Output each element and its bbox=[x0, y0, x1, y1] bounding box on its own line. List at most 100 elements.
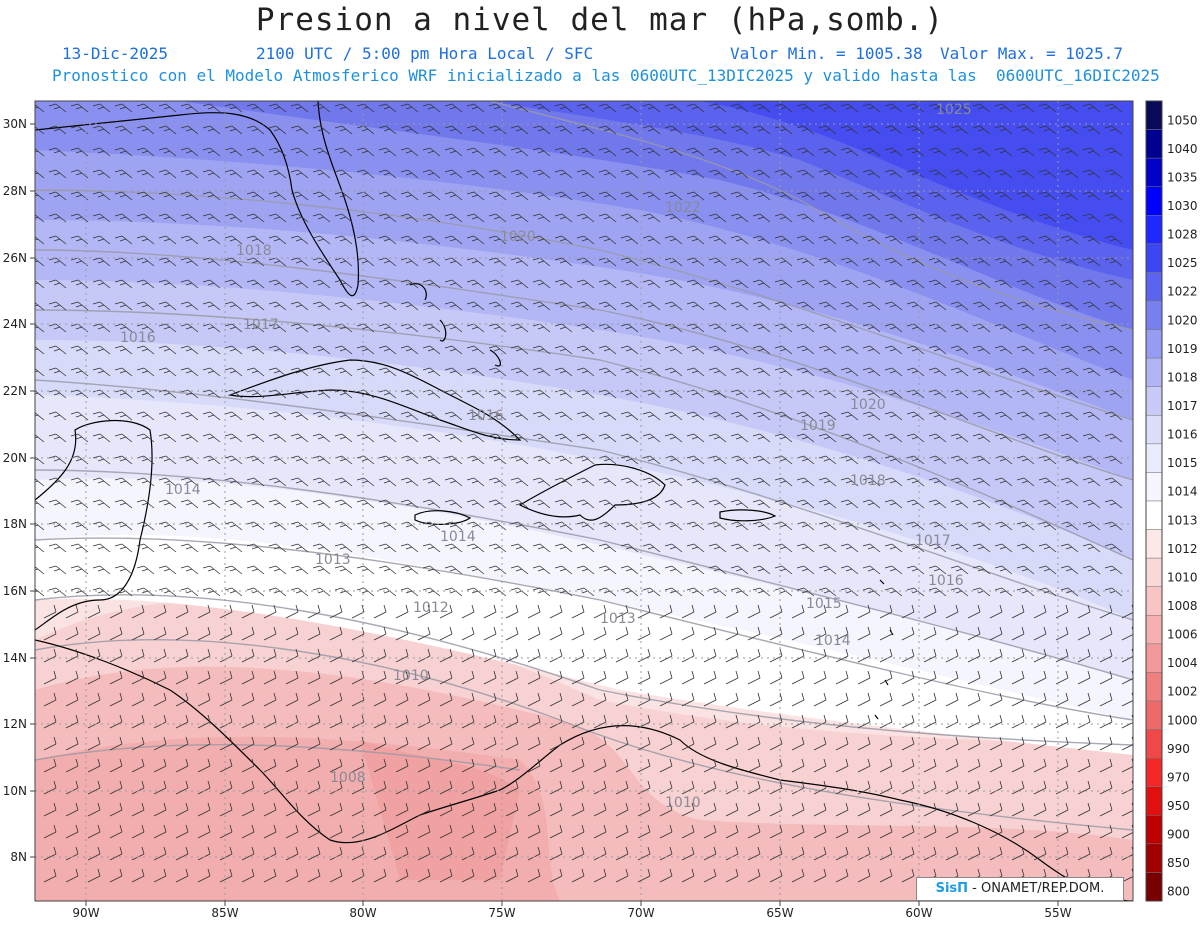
wind-barb bbox=[1033, 670, 1047, 685]
wind-barb bbox=[351, 714, 365, 729]
wind-barb bbox=[1077, 802, 1091, 817]
wind-barb bbox=[989, 758, 1003, 773]
wind-barb bbox=[1038, 279, 1057, 289]
lon-label: 60W bbox=[905, 906, 932, 920]
wind-barb bbox=[488, 323, 507, 333]
wind-barb bbox=[1038, 565, 1057, 575]
wind-barb bbox=[620, 565, 639, 575]
wind-barb bbox=[510, 169, 529, 179]
wind-barb bbox=[136, 257, 155, 267]
wind-barb bbox=[219, 692, 233, 707]
wind-barb bbox=[532, 499, 551, 509]
wind-barb bbox=[400, 411, 419, 421]
wind-barb bbox=[945, 802, 959, 817]
wind-barb bbox=[620, 125, 639, 135]
wind-barb bbox=[664, 587, 683, 597]
wind-barb bbox=[527, 758, 541, 773]
wind-barb bbox=[708, 301, 727, 311]
wind-barb bbox=[263, 824, 277, 839]
lat-labels: 30N 28N 26N 24N 22N 20N 18N 16N 14N 12N … bbox=[3, 117, 27, 864]
wind-barb bbox=[862, 477, 881, 487]
wind-barb bbox=[686, 455, 705, 465]
wind-barb bbox=[862, 125, 881, 135]
wind-barb bbox=[928, 235, 947, 245]
wind-barb bbox=[1121, 736, 1133, 751]
wind-barb bbox=[989, 626, 1003, 641]
wind-barb bbox=[92, 103, 111, 113]
wind-barb bbox=[752, 565, 771, 575]
wind-barb bbox=[268, 125, 287, 135]
wind-barb bbox=[972, 125, 991, 135]
wind-barb bbox=[972, 389, 991, 399]
wind-barb bbox=[439, 846, 453, 861]
wind-barb bbox=[1099, 692, 1113, 707]
wind-barb bbox=[598, 565, 617, 575]
colorbar-swatch bbox=[1145, 586, 1163, 616]
wind-barb bbox=[1082, 279, 1101, 289]
wind-barb bbox=[241, 736, 255, 751]
wind-barb bbox=[796, 587, 815, 597]
wind-barb bbox=[417, 604, 431, 619]
wind-barb bbox=[725, 648, 739, 663]
wind-barb bbox=[1016, 235, 1035, 245]
wind-barb bbox=[197, 736, 211, 751]
wind-barb bbox=[884, 235, 903, 245]
wind-barb bbox=[923, 626, 937, 641]
wind-barb bbox=[818, 323, 837, 333]
wind-barb bbox=[862, 103, 881, 113]
wind-barb bbox=[334, 543, 353, 553]
wind-barb bbox=[461, 604, 475, 619]
wind-barb bbox=[65, 670, 79, 685]
wind-barb bbox=[796, 279, 815, 289]
wind-barb bbox=[175, 824, 189, 839]
lat-label: 20N bbox=[3, 451, 27, 465]
wind-barb bbox=[285, 648, 299, 663]
wind-barb bbox=[136, 235, 155, 245]
wind-barb bbox=[1060, 367, 1079, 377]
wind-barb bbox=[774, 411, 793, 421]
wind-barb bbox=[730, 169, 749, 179]
wind-barb bbox=[175, 626, 189, 641]
wind-barb bbox=[972, 433, 991, 443]
wind-barb bbox=[87, 758, 101, 773]
wind-barb bbox=[950, 213, 969, 223]
wind-barb bbox=[835, 714, 849, 729]
wind-barb bbox=[1038, 125, 1057, 135]
isobar-label: 1016 bbox=[928, 573, 964, 589]
wind-barb bbox=[664, 301, 683, 311]
wind-barb bbox=[35, 214, 45, 223]
wind-barb bbox=[642, 345, 661, 355]
wind-barb bbox=[1082, 543, 1101, 553]
wind-barb bbox=[312, 279, 331, 289]
wind-barb bbox=[35, 324, 45, 333]
wind-barb bbox=[483, 868, 497, 883]
wind-barb bbox=[796, 103, 815, 113]
wind-barb bbox=[862, 345, 881, 355]
wind-barb bbox=[92, 235, 111, 245]
wind-barb bbox=[972, 499, 991, 509]
wind-barb bbox=[681, 780, 695, 795]
wind-barb bbox=[109, 648, 123, 663]
wind-barb bbox=[334, 389, 353, 399]
wind-barb bbox=[444, 411, 463, 421]
wind-barb bbox=[43, 648, 57, 663]
lat-ticks bbox=[30, 123, 35, 858]
wind-barb bbox=[87, 780, 101, 795]
wind-barb bbox=[752, 103, 771, 113]
wind-barb bbox=[818, 499, 837, 509]
wind-barb bbox=[549, 846, 563, 861]
wind-barb bbox=[1038, 103, 1057, 113]
wind-barb bbox=[417, 736, 431, 751]
wind-barb bbox=[642, 279, 661, 289]
wind-barb bbox=[483, 714, 497, 729]
wind-barb bbox=[290, 147, 309, 157]
lon-label: 90W bbox=[72, 906, 99, 920]
wind-barb bbox=[571, 604, 585, 619]
wind-barb bbox=[70, 477, 89, 487]
wind-barb bbox=[620, 169, 639, 179]
wind-barb bbox=[774, 433, 793, 443]
wind-barb bbox=[527, 736, 541, 751]
wind-barb bbox=[400, 499, 419, 509]
wind-barb bbox=[1104, 345, 1123, 355]
wind-barb bbox=[620, 455, 639, 465]
